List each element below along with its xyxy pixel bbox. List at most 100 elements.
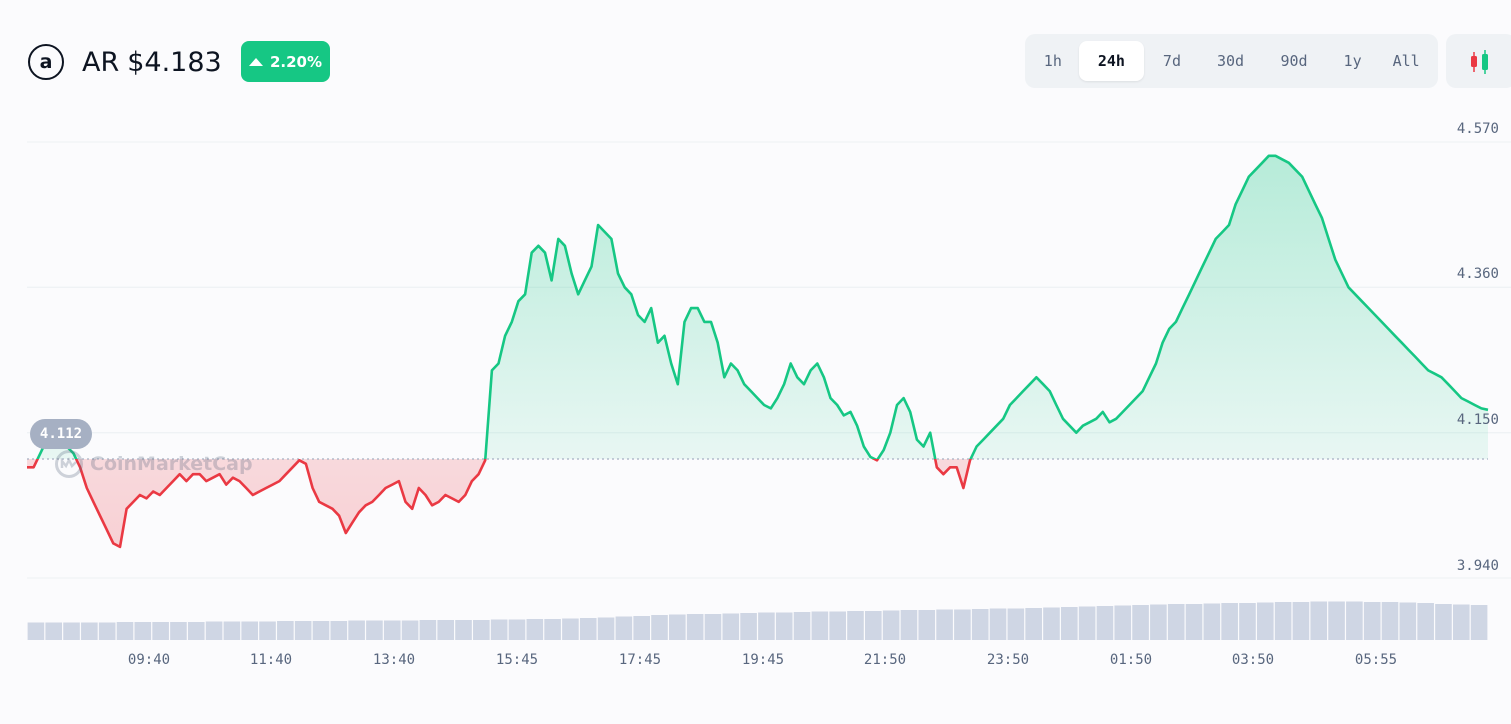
range-button-1y[interactable]: 1y — [1343, 52, 1362, 70]
volume-bar — [187, 622, 205, 640]
coinmarketcap-logo-icon — [55, 450, 83, 478]
volume-bar — [918, 610, 936, 640]
volume-bar — [562, 618, 579, 640]
volume-bar — [1150, 604, 1167, 640]
price-chart[interactable]: CoinMarketCap 4.112 4.570 4.360 4.150 3.… — [0, 110, 1511, 720]
volume-bar — [1452, 604, 1470, 640]
volume-bar — [900, 610, 918, 640]
volume-bar — [1060, 607, 1078, 640]
volume-bar — [793, 612, 811, 640]
volume-bar — [205, 621, 223, 640]
volume-bar — [758, 612, 775, 640]
y-tick-label: 4.150 — [1456, 412, 1499, 428]
volume-bar — [722, 613, 740, 640]
volume-bar — [294, 621, 312, 640]
volume-bar — [437, 620, 455, 640]
volume-bar — [223, 621, 241, 640]
y-tick-label: 3.940 — [1456, 558, 1499, 574]
volume-bar — [1114, 605, 1132, 640]
volume-bar — [330, 621, 348, 640]
reference-price-pill: 4.112 — [30, 419, 92, 449]
volume-bar — [508, 619, 526, 640]
range-button-24h[interactable]: 24h — [1078, 41, 1145, 81]
volume-bar — [27, 622, 45, 640]
change-percent: 2.20% — [269, 52, 323, 71]
volume-bar — [544, 619, 561, 640]
volume-bar — [383, 620, 401, 640]
volume-bar — [1274, 602, 1292, 640]
volume-bar — [882, 610, 900, 640]
y-tick-label: 4.570 — [1456, 121, 1499, 137]
volume-bar — [829, 611, 846, 640]
current-price: $4.183 — [127, 47, 222, 78]
volume-bar — [1310, 601, 1328, 640]
volume-bar — [1399, 602, 1417, 640]
volume-bar — [633, 616, 650, 640]
volume-bar — [597, 617, 615, 640]
price-line-down — [27, 458, 973, 549]
x-tick-label: 05:55 — [1354, 652, 1398, 668]
volume-bar — [954, 609, 971, 640]
volume-bar — [1096, 606, 1114, 640]
volume-bar — [312, 621, 330, 640]
range-button-30d[interactable]: 30d — [1216, 52, 1245, 70]
volume-bar — [775, 612, 793, 640]
volume-bar — [526, 619, 544, 640]
x-tick-label: 21:50 — [863, 652, 907, 668]
x-tick-label: 09:40 — [127, 652, 171, 668]
volume-bar — [366, 620, 383, 640]
volume-bar — [971, 609, 989, 640]
volume-bar — [1167, 604, 1185, 640]
chart-svg[interactable] — [0, 110, 1511, 720]
area-fill-up — [37, 155, 1488, 459]
price-line — [27, 154, 1489, 549]
volume-bar — [1417, 603, 1434, 640]
volume-bar — [401, 620, 419, 640]
watermark: CoinMarketCap — [54, 448, 253, 480]
volume-bar — [455, 620, 472, 640]
volume-bar — [811, 611, 829, 640]
volume-bar — [989, 608, 1007, 640]
price-line-up — [36, 154, 1489, 459]
volume-bar — [1328, 601, 1345, 640]
volume-bar — [259, 621, 276, 640]
volume-bar — [865, 611, 882, 640]
volume-bar — [170, 622, 187, 640]
token-symbol: AR — [82, 47, 120, 78]
range-button-all[interactable]: All — [1392, 52, 1420, 70]
x-tick-label: 17:45 — [618, 652, 662, 668]
triangle-up-icon — [248, 57, 263, 66]
volume-bar — [686, 614, 704, 640]
x-tick-label: 13:40 — [372, 652, 416, 668]
range-button-90d[interactable]: 90d — [1280, 52, 1308, 70]
area-fill-down — [27, 458, 1488, 547]
volume-bar — [45, 622, 63, 640]
candlestick-icon — [1471, 50, 1488, 74]
x-tick-label: 03:50 — [1231, 652, 1275, 668]
range-button-1h[interactable]: 1h — [1043, 52, 1062, 70]
x-tick-label: 23:50 — [986, 652, 1030, 668]
volume-bar — [1043, 607, 1060, 640]
volume-bar — [241, 621, 259, 640]
volume-bar — [1346, 601, 1363, 640]
volume-bar — [473, 620, 490, 640]
volume-bars — [27, 601, 1488, 640]
range-button-7d[interactable]: 7d — [1162, 52, 1181, 70]
volume-bar — [98, 622, 116, 640]
price-area — [27, 155, 1488, 547]
volume-bar — [1239, 603, 1256, 640]
arweave-logo-icon: a — [28, 44, 64, 80]
volume-bar — [1292, 602, 1310, 640]
volume-bar — [277, 621, 294, 640]
volume-bar — [1221, 603, 1238, 640]
y-tick-label: 4.360 — [1456, 266, 1499, 282]
volume-bar — [1007, 608, 1025, 640]
change-badge: 2.20% — [241, 41, 330, 82]
volume-bar — [63, 622, 80, 640]
volume-bar — [1203, 603, 1221, 640]
volume-bar — [669, 614, 686, 640]
volume-bar — [1132, 605, 1149, 640]
volume-bar — [1078, 606, 1096, 640]
volume-bar — [152, 622, 169, 640]
chart-type-toggle[interactable] — [1446, 34, 1511, 88]
